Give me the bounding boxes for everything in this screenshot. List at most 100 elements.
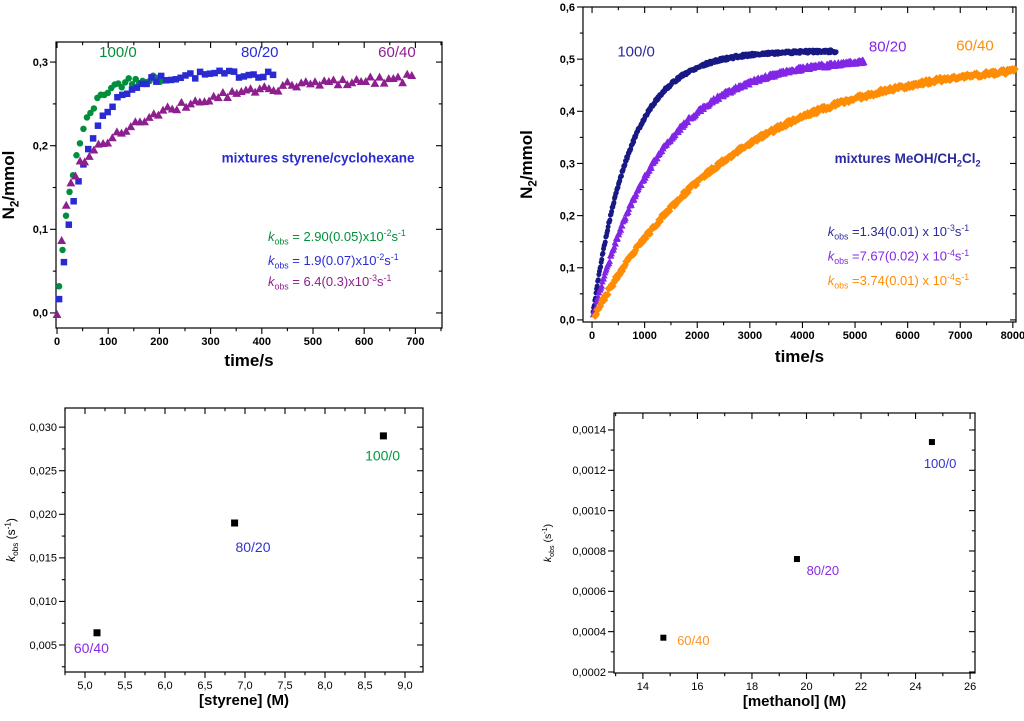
y-tick-label: 0,020 [29, 509, 57, 521]
y-tick-label: 0,2 [33, 140, 48, 152]
x-axis-label: [styrene] (M) [199, 692, 289, 709]
y-axis-label: N2/mmol [0, 151, 22, 220]
x-tick-label: 600 [355, 336, 373, 348]
series-100-0 [590, 47, 839, 315]
x-tick-label: 400 [253, 336, 271, 348]
y-tick-label: 0,0 [33, 308, 48, 320]
plot-frame [55, 41, 443, 329]
y-tick-label: 0,010 [29, 596, 57, 608]
styrene-cyclohexane-kinetics-plot: 0 100 200 300 400 500 600 700 0,0 0,1 0,2 0,3 time/s… [0, 41, 443, 370]
x-tick-label: 6,5 [197, 680, 212, 692]
y-tick-label: 0,015 [29, 553, 57, 565]
kobs-vs-styrene-plot: 5,0 5,5 6,0 6,5 7,0 7,5 8,0 8,5 9,0 0,005 0,010 0,0… [3, 407, 424, 709]
point-label-60-40: 60/40 [677, 633, 710, 648]
y-tick-label: 0,0002 [572, 667, 606, 679]
y-tick-label: 0,2 [560, 210, 575, 222]
x-tick-label: 20 [800, 681, 812, 693]
axis-ticks [608, 413, 975, 679]
kobs-100-0: kobs = 2.90(0.05)x10-2s-1 [268, 228, 406, 246]
series-label-60-40: 60/40 [956, 37, 994, 54]
x-tick-label: 7,0 [237, 680, 252, 692]
x-tick-label: 8,5 [357, 680, 372, 692]
y-tick-label: 0,0004 [572, 626, 606, 638]
x-axis-label: [methanol] (M) [743, 693, 846, 710]
series-60-40 [52, 69, 417, 318]
x-tick-label: 18 [746, 681, 758, 693]
x-tick-label: 300 [201, 336, 219, 348]
x-tick-label: 2000 [685, 330, 709, 342]
y-axis-label: kobs (s-1) [3, 518, 20, 562]
x-tick-label: 0 [54, 336, 60, 348]
x-tick-label: 6,0 [157, 680, 172, 692]
y-tick-label: 0,030 [29, 422, 57, 434]
point-label-60-40: 60/40 [74, 640, 109, 656]
x-tick-label: 8000 [1001, 330, 1024, 342]
axis-ticks [577, 6, 1016, 328]
y-tick-label: 0,5 [560, 54, 575, 66]
x-tick-label: 26 [964, 681, 976, 693]
y-tick-label: 0,3 [560, 158, 575, 170]
x-axis-label: time/s [775, 347, 824, 366]
chart-kobs-vs-methanol: 14 16 18 20 22 24 26 0,0002 0,0004 0,0006 0,0008 0,… [540, 390, 1024, 716]
x-tick-label: 22 [855, 681, 867, 693]
x-axis-label: time/s [224, 351, 273, 370]
point-label-100-0: 100/0 [924, 456, 957, 471]
mixture-system-label: mixtures styrene/cyclohexane [222, 150, 415, 165]
x-tick-label: 6000 [895, 330, 919, 342]
x-tick-label: 0 [589, 330, 595, 342]
y-tick-label: 0,0012 [572, 465, 606, 477]
chart-kobs-vs-styrene: 5,0 5,5 6,0 6,5 7,0 7,5 8,0 8,5 9,0 0,005 0,010 0,0… [0, 390, 500, 716]
meoh-dcm-kinetics-plot: 0 1000 2000 3000 4000 5000 6000 7000 8000 0,0 0,1 0… [517, 2, 1024, 366]
x-tick-label: 100 [99, 336, 117, 348]
axis-ticks [50, 42, 442, 334]
y-tick-label: 0,1 [560, 263, 575, 275]
kobs-vs-methanol-plot: 14 16 18 20 22 24 26 0,0002 0,0004 0,0006 0,0008 0,… [541, 412, 976, 710]
kobs-80-20: kobs =7.67(0.02) x 10-4s-1 [828, 248, 970, 266]
series-80-20 [55, 67, 277, 303]
series-kobs-points [660, 439, 935, 641]
series-label-80-20: 80/20 [869, 38, 907, 55]
x-tick-label: 14 [637, 681, 649, 693]
y-tick-label: 0,0006 [572, 586, 606, 598]
series-label-80-20: 80/20 [241, 44, 279, 61]
x-tick-label: 9,0 [397, 680, 412, 692]
plot-frame [64, 407, 424, 673]
y-tick-label: 0,0008 [572, 546, 606, 558]
series-label-100-0: 100/0 [617, 44, 655, 61]
kobs-60-40: kobs = 6.4(0.3)x10-3s-1 [268, 273, 392, 291]
kobs-60-40: kobs =3.74(0.01) x 10-4s-1 [828, 272, 970, 290]
axis-ticks [59, 408, 423, 678]
x-tick-label: 5,5 [117, 680, 132, 692]
x-tick-label: 200 [150, 336, 168, 348]
chart-meoh-dcm-kinetics: 0 1000 2000 3000 4000 5000 6000 7000 8000 0,0 0,1 0… [500, 0, 1024, 380]
plot-frame [582, 6, 1017, 323]
series-80-20 [589, 56, 868, 318]
series-label-100-0: 100/0 [99, 44, 137, 61]
y-tick-label: 0,0 [560, 315, 575, 327]
chart-styrene-cyclohexane-kinetics: 0 100 200 300 400 500 600 700 0,0 0,1 0,2 0,3 time/s… [0, 0, 500, 380]
x-tick-label: 5,0 [77, 680, 92, 692]
point-label-100-0: 100/0 [365, 447, 400, 463]
y-tick-label: 0,1 [33, 224, 48, 236]
y-tick-label: 0,025 [29, 466, 57, 478]
series-kobs-points [93, 432, 387, 637]
y-tick-label: 0,0010 [572, 505, 606, 517]
kobs-80-20: kobs = 1.9(0.07)x10-2s-1 [268, 252, 399, 270]
mixture-system-label: mixtures MeOH/CH2Cl2 [835, 151, 981, 169]
x-tick-label: 16 [691, 681, 703, 693]
y-tick-label: 0,3 [33, 57, 48, 69]
y-axis-label: N2/mmol [517, 130, 540, 199]
x-tick-label: 7000 [948, 330, 972, 342]
x-tick-label: 8,0 [317, 680, 332, 692]
kobs-100-0: kobs =1.34(0.01) x 10-3s-1 [828, 223, 970, 241]
x-tick-label: 24 [909, 681, 921, 693]
y-tick-label: 0,4 [560, 106, 576, 118]
x-tick-label: 700 [406, 336, 424, 348]
y-tick-label: 0,005 [29, 640, 57, 652]
series-label-60-40: 60/40 [378, 44, 416, 61]
plot-frame [613, 412, 976, 674]
series-60-40 [591, 65, 1019, 320]
y-tick-label: 0,0014 [572, 425, 606, 437]
point-label-80-20: 80/20 [235, 539, 270, 555]
